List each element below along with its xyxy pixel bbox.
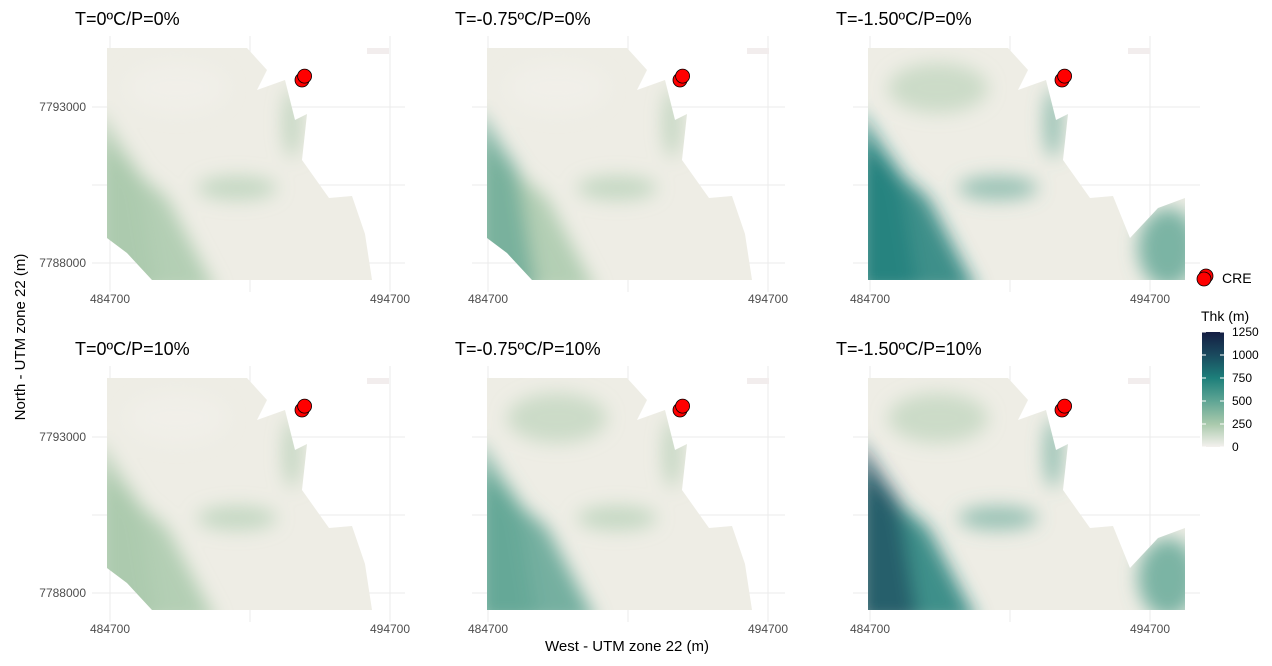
raster-valley	[664, 88, 680, 158]
x-tick-label: 494700	[1130, 292, 1170, 306]
raster-valley	[197, 506, 277, 530]
raster-fragment	[367, 378, 389, 384]
raster-fragment	[367, 48, 389, 54]
raster-valley	[1045, 418, 1061, 488]
panel-title: T=-1.50ºC/P=0%	[836, 9, 972, 29]
x-tick-label: 494700	[748, 622, 788, 636]
x-tick-label: 494700	[370, 622, 410, 636]
x-tick-label: 484700	[90, 292, 130, 306]
colorbar-tick-label: 1250	[1232, 325, 1259, 339]
thickness-raster	[487, 48, 752, 280]
raster-fragment	[1128, 378, 1150, 384]
x-tick-label: 484700	[468, 292, 508, 306]
raster-valley	[958, 506, 1038, 530]
panel-title: T=-0.75ºC/P=10%	[455, 339, 601, 359]
raster-upper	[507, 63, 607, 113]
raster-valley	[577, 176, 657, 200]
raster-valley	[1045, 88, 1061, 158]
panel-title: T=0ºC/P=10%	[75, 339, 190, 359]
raster-upper	[507, 393, 607, 443]
thickness-raster	[107, 378, 372, 610]
raster-valley	[284, 88, 300, 158]
x-tick-label: 494700	[370, 292, 410, 306]
x-axis-title: West - UTM zone 22 (m)	[545, 638, 709, 655]
legend-label: CRE	[1222, 270, 1252, 286]
cre-point	[1057, 398, 1072, 414]
raster-shading	[868, 63, 1185, 280]
raster-east	[1138, 538, 1185, 610]
raster-upper	[127, 393, 227, 443]
x-tick-label: 494700	[1130, 622, 1170, 636]
colorbar-tick-label: 0	[1232, 440, 1239, 454]
thickness-raster	[487, 378, 752, 610]
raster-fragment	[747, 48, 769, 54]
panel-title: T=-0.75ºC/P=0%	[455, 9, 591, 29]
thickness-raster	[868, 48, 1185, 280]
raster-east	[1138, 208, 1185, 280]
thickness-raster	[868, 378, 1185, 610]
raster-shading	[487, 393, 680, 610]
y-tick-label: 7788000	[39, 256, 86, 270]
raster-valley	[664, 418, 680, 488]
facet-panel: T=-0.75ºC/P=0% 484700 494700	[455, 9, 788, 306]
legend-cre-point	[1196, 271, 1212, 287]
y-tick-label: 7793000	[39, 430, 86, 444]
facet-panel: T=0ºC/P=0% 484700 494700 7793000 7788000	[39, 9, 410, 306]
raster-valley	[284, 418, 300, 488]
raster-shading	[868, 393, 1185, 610]
colorbar	[1202, 332, 1224, 447]
y-axis-title: North - UTM zone 22 (m)	[12, 254, 29, 421]
x-tick-label: 484700	[850, 622, 890, 636]
cre-point	[297, 398, 313, 414]
colorbar-tick-label: 1000	[1232, 348, 1259, 362]
facet-panel: T=0ºC/P=10% 484700 494700 7793000 7788000	[39, 339, 410, 636]
raster-valley	[197, 176, 277, 200]
facet-panel: T=-0.75ºC/P=10% 484700 494700	[455, 339, 788, 636]
thickness-raster	[107, 48, 372, 280]
raster-upper	[888, 63, 988, 113]
panel-title: T=0ºC/P=0%	[75, 9, 180, 29]
facet-panel: T=-1.50ºC/P=10% 484700 494700	[836, 339, 1200, 636]
raster-fragment	[1128, 48, 1150, 54]
colorbar-tick-label: 500	[1232, 394, 1252, 408]
panel-title: T=-1.50ºC/P=10%	[836, 339, 982, 359]
cre-point	[675, 398, 690, 414]
raster-upper	[888, 393, 988, 443]
cre-point	[675, 68, 690, 84]
x-tick-label: 494700	[748, 292, 788, 306]
raster-upper	[127, 63, 227, 113]
facet-panel: T=-1.50ºC/P=0% 484700 494700	[836, 9, 1200, 306]
x-tick-label: 484700	[90, 622, 130, 636]
y-tick-label: 7788000	[39, 586, 86, 600]
raster-thickest-zone	[868, 108, 918, 280]
raster-valley	[577, 506, 657, 530]
colorbar-tick-label: 750	[1232, 371, 1252, 385]
raster-thickest-zone	[487, 438, 537, 610]
y-tick-label: 7793000	[39, 100, 86, 114]
colorbar-tick-label: 250	[1232, 417, 1252, 431]
raster-fragment	[747, 378, 769, 384]
colorbar-title: Thk (m)	[1201, 308, 1249, 324]
x-tick-label: 484700	[468, 622, 508, 636]
cre-point	[297, 68, 313, 84]
raster-thickest-zone	[868, 438, 918, 610]
raster-valley	[958, 176, 1038, 200]
x-tick-label: 484700	[850, 292, 890, 306]
cre-point	[1057, 68, 1072, 84]
